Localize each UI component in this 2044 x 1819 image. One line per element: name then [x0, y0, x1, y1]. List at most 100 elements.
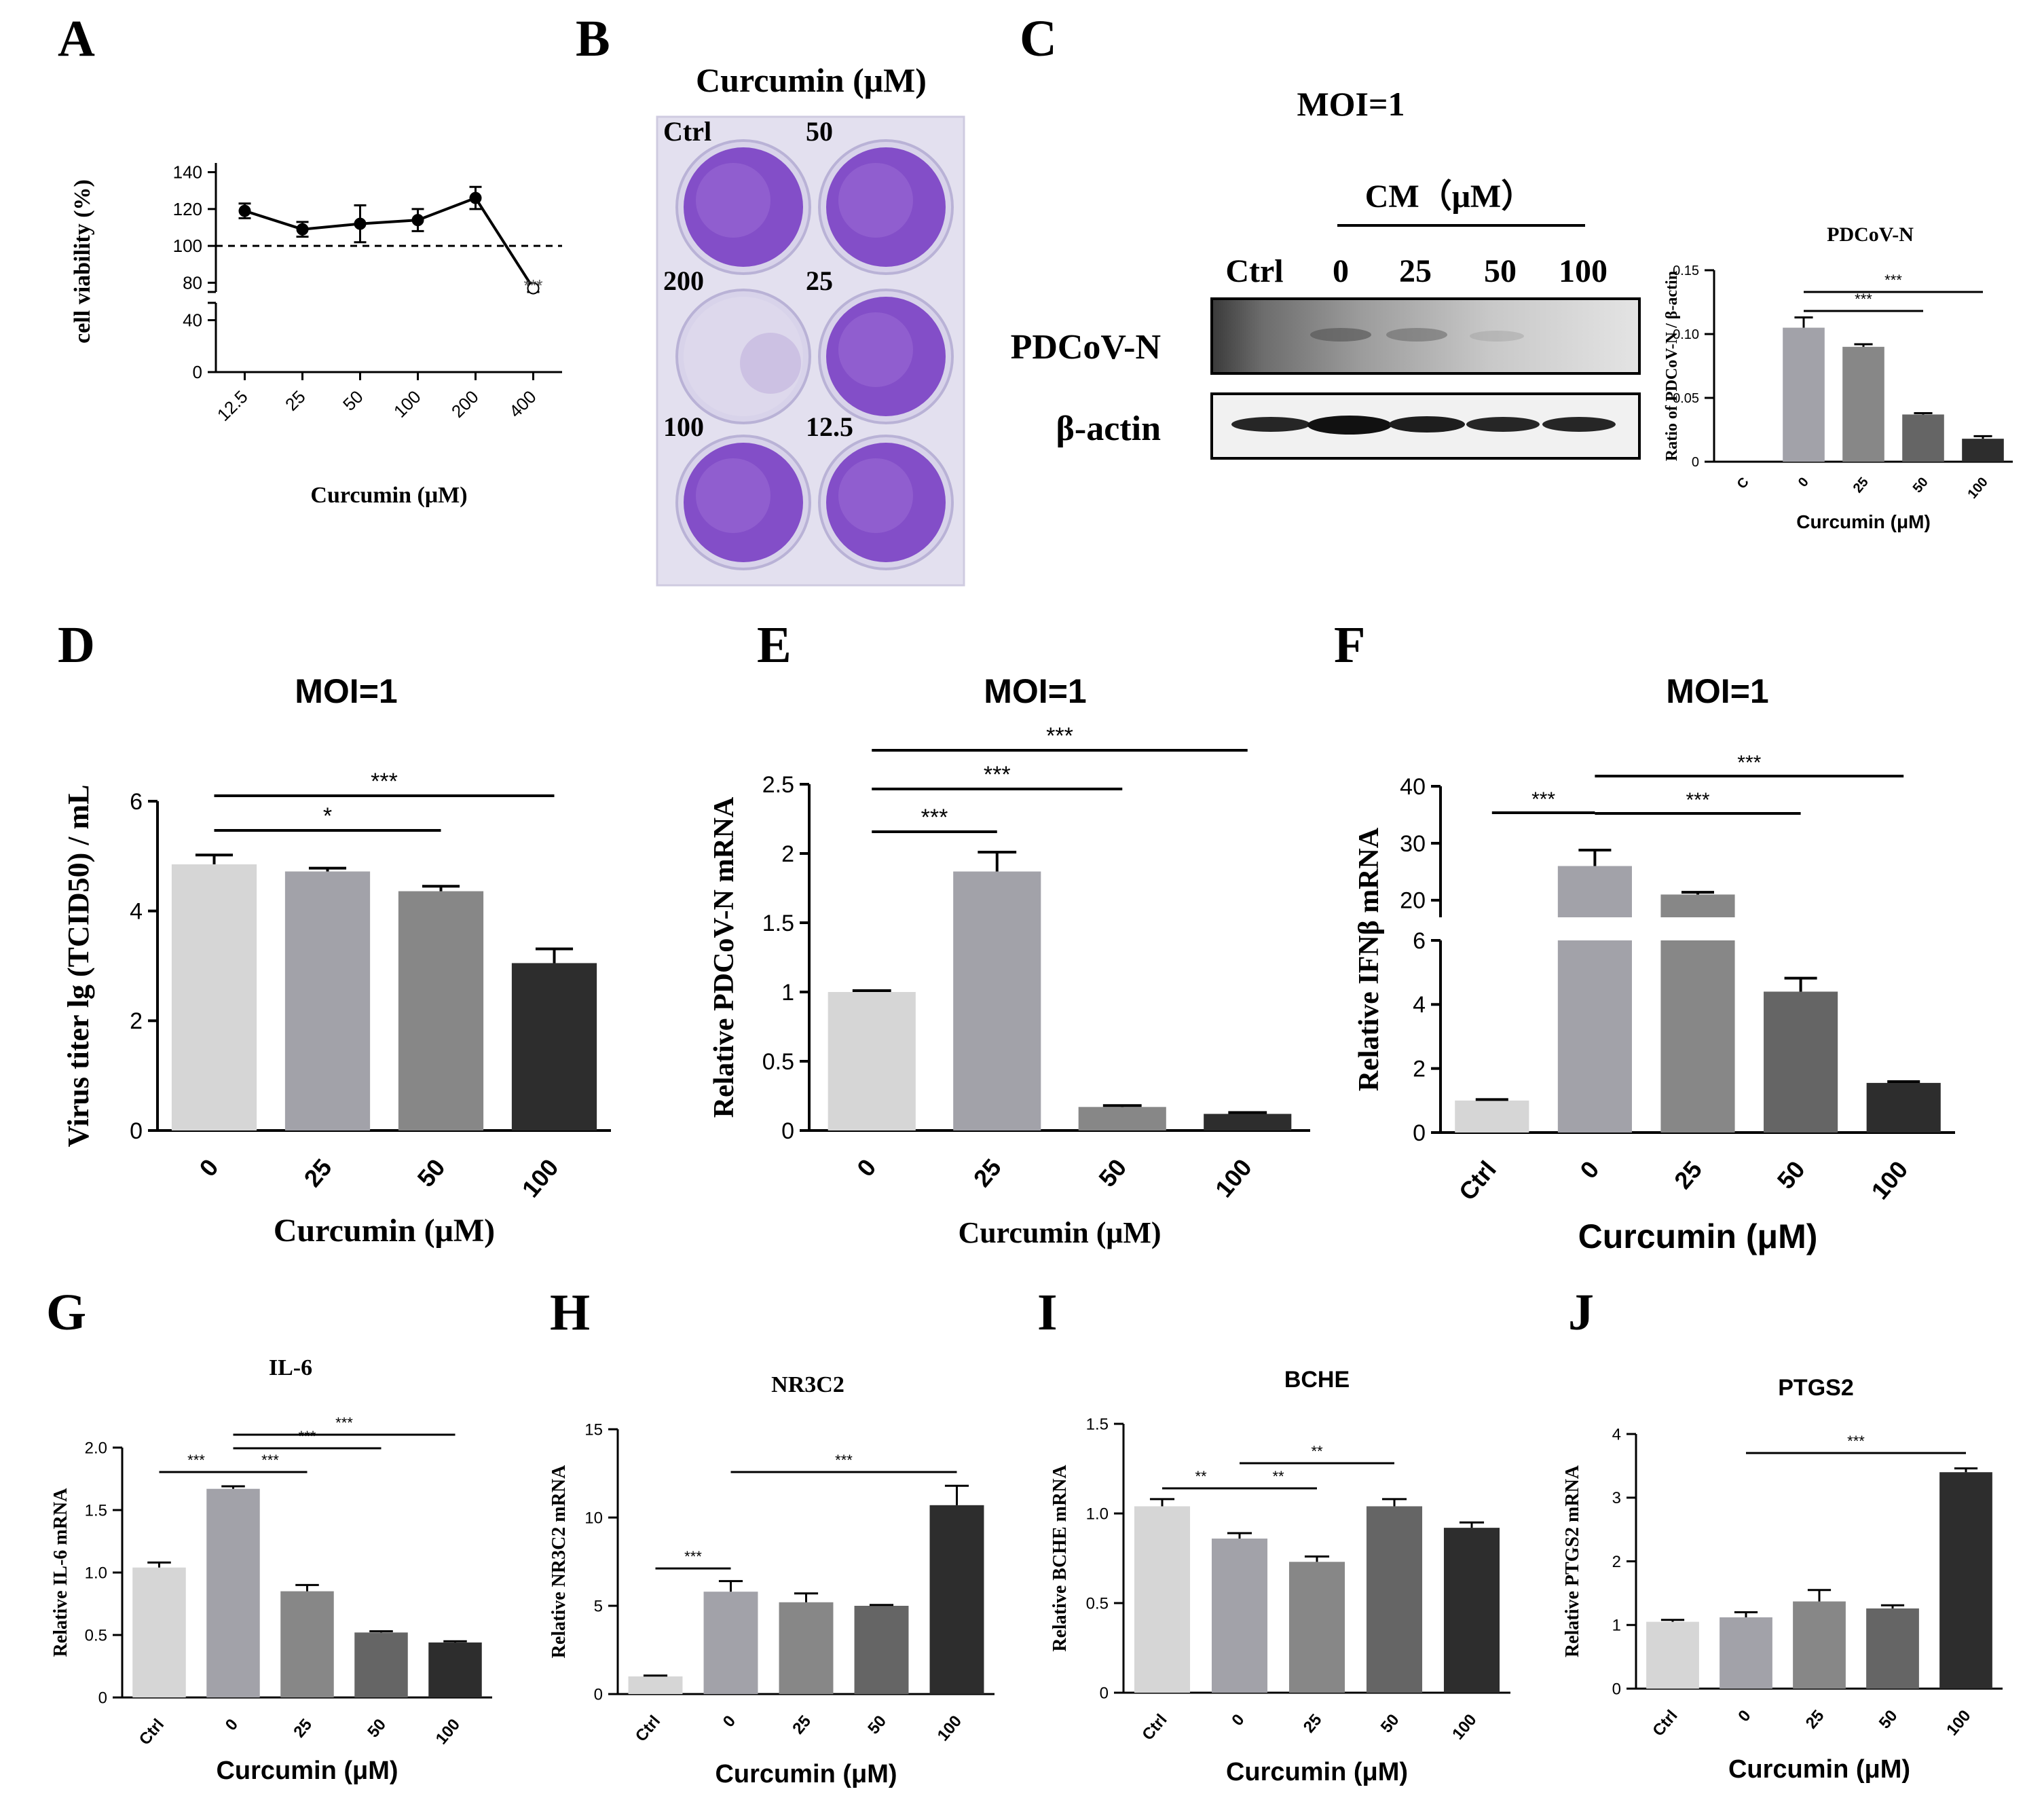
y-tick-label: 0.5	[1086, 1594, 1109, 1613]
x-tick-label: 0	[1228, 1711, 1248, 1730]
panel-b-plate: Curcumin (μM) Ctrl 50 200 25 100 12.5	[656, 61, 965, 587]
y-tick-label: 0	[98, 1689, 107, 1707]
well-sheen	[838, 458, 913, 533]
panel-letter-c: C	[1020, 10, 1057, 67]
y-tick-label: 10	[584, 1509, 603, 1527]
y-tick-label: 15	[584, 1420, 603, 1439]
chart-G: 0 0.5 1.0 1.5 2.0 Ctrl 0 25 50 100 *** *** *** *** IL-…	[50, 1355, 492, 1785]
well-label: Ctrl	[663, 116, 711, 147]
well-label: 50	[806, 116, 833, 147]
chart-I: 0 0.5 1.0 1.5 Ctrl 0 25 50 100 ** ** ** BCHE Curcumin…	[1049, 1367, 1510, 1786]
bar-100	[511, 963, 597, 1131]
x-tick-label: 25	[1300, 1711, 1326, 1737]
y-tick-label: 30	[1400, 831, 1426, 857]
y-axis-label: Relative PDCoV-N mRNA	[709, 796, 740, 1118]
y-tick-label: 140	[173, 162, 202, 183]
y-tick-label: 2.5	[762, 772, 794, 798]
lane-label-100: 100	[1559, 253, 1608, 289]
y-tick-label: 120	[173, 199, 202, 219]
bar-0	[206, 1488, 260, 1697]
blot-treatment-label: CM（μM）	[1365, 179, 1534, 215]
bar-50	[1902, 414, 1944, 462]
data-point	[354, 217, 367, 230]
data-point	[527, 282, 540, 295]
row-label-beta-actin: β-actin	[1056, 409, 1162, 448]
sig-marker: **	[1272, 1468, 1284, 1485]
chart-title: BCHE	[1284, 1367, 1350, 1393]
well-sheen	[696, 163, 770, 238]
bar-100	[1443, 1528, 1500, 1693]
well-sheen	[696, 458, 770, 533]
sig-marker: ***	[187, 1452, 205, 1469]
chart-title: MOI=1	[295, 672, 397, 710]
y-tick-label: 1.0	[1086, 1505, 1109, 1523]
x-axis-label: Curcumin (μM)	[274, 1213, 495, 1249]
x-axis-label: Curcumin (μM)	[715, 1760, 897, 1788]
bar-50	[398, 891, 484, 1131]
x-tick-label: 25	[1802, 1707, 1828, 1733]
x-axis-label: Curcumin (μM)	[1728, 1755, 1910, 1784]
actin-band-100	[1542, 417, 1616, 432]
y-tick-label: 1.0	[85, 1564, 107, 1582]
pdcov-band-25	[1386, 328, 1447, 342]
y-axis-label: Relative PTGS2 mRNA	[1562, 1465, 1583, 1657]
x-tick-label: 0	[1796, 475, 1812, 490]
x-tick-label: 100	[1965, 475, 1991, 502]
y-tick-label: 1.5	[1086, 1415, 1109, 1433]
well-sheen	[838, 312, 913, 387]
chart-F: 0 2 4 6 20 30 40 Ctrl 0 25 50 100 *** *** *** MOI=1 Curc…	[1354, 672, 1955, 1255]
sig-marker: **	[1195, 1468, 1207, 1485]
bar-0	[828, 992, 916, 1131]
sig-marker: ***	[684, 1548, 702, 1565]
x-tick-label: Ctrl	[1649, 1707, 1681, 1740]
sig-marker: ***	[1737, 752, 1761, 774]
data-point	[296, 223, 309, 236]
panel-letter-e: E	[757, 617, 792, 674]
x-tick-label: 100	[1210, 1154, 1257, 1202]
x-tick-label: 50	[1093, 1154, 1132, 1192]
chart-title: IL-6	[269, 1355, 312, 1380]
y-tick-label: 0.15	[1673, 263, 1699, 278]
x-axis-label: Curcumin (μM)	[216, 1757, 398, 1785]
actin-band-25	[1389, 416, 1465, 433]
viability-line	[244, 196, 535, 289]
panel-letter-g: G	[46, 1284, 86, 1341]
x-tick-label: 50	[1910, 475, 1931, 496]
x-tick-label: 100	[432, 1716, 464, 1748]
y-tick-label: 80	[183, 272, 202, 293]
x-tick-label: 50	[1876, 1707, 1901, 1733]
y-tick-label: 0	[1100, 1684, 1109, 1702]
y-tick-label: 0	[1413, 1120, 1426, 1146]
x-tick-label: 50	[339, 386, 367, 415]
actin-band-50	[1466, 417, 1540, 432]
panel-letter-h: H	[550, 1284, 590, 1341]
data-point	[469, 191, 482, 204]
x-tick-label: 50	[411, 1154, 450, 1192]
y-tick-label: 2	[1612, 1553, 1621, 1571]
x-tick-label: 25	[298, 1154, 337, 1192]
lane-label-50: 50	[1484, 253, 1517, 289]
chart-J: 0 1 2 3 4 Ctrl 0 25 50 100 *** PTGS2 Curcumin (μM) Re…	[1562, 1375, 2003, 1784]
x-tick-label: 200	[447, 386, 483, 422]
sig-marker: ***	[371, 769, 398, 794]
bar-25	[1842, 346, 1884, 462]
chart-A: 0 40 80 100 120 140 12.5 25 50 100 200 400 *** Curcum…	[70, 162, 562, 508]
y-tick-label: 1.5	[762, 911, 794, 936]
x-tick-label: 25	[968, 1154, 1007, 1192]
x-tick-label: 100	[517, 1154, 564, 1202]
well-label: 12.5	[806, 411, 853, 442]
y-tick-label: 6	[1413, 928, 1426, 954]
chart-title: MOI=1	[984, 672, 1086, 710]
well-100	[684, 443, 803, 562]
bar-0	[171, 864, 257, 1131]
bar-50	[1366, 1506, 1423, 1693]
y-tick-label: 0	[1692, 455, 1699, 470]
x-axis-label: Curcumin (μM)	[1578, 1217, 1818, 1255]
x-tick-label: 25	[290, 1716, 316, 1742]
panel-letter-i: I	[1037, 1284, 1058, 1341]
x-axis-label: Curcumin (μM)	[958, 1216, 1161, 1249]
x-tick-label: 25	[789, 1712, 815, 1738]
x-tick-label: C	[1734, 475, 1752, 492]
y-axis-label: Relative BCHE mRNA	[1049, 1465, 1071, 1652]
sig-marker: ***	[1847, 1433, 1865, 1450]
